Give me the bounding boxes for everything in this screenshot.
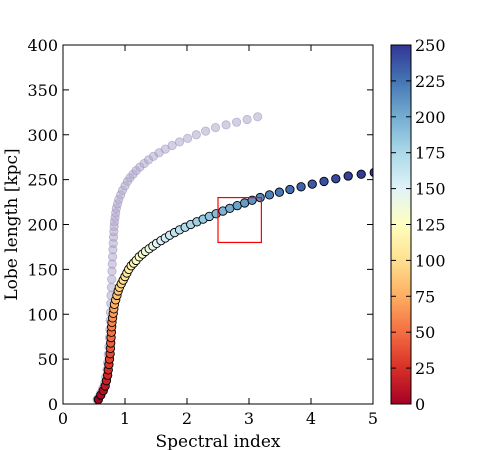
colorbar-tick-label: 100 xyxy=(415,251,446,270)
faded-point xyxy=(107,274,117,284)
x-axis-label: Spectral index xyxy=(156,432,281,450)
y-tick-label: 400 xyxy=(27,36,58,55)
colored-series xyxy=(93,167,373,404)
faded-point xyxy=(174,137,185,147)
y-tick-label: 50 xyxy=(38,350,58,369)
x-tick-label: 0 xyxy=(58,409,68,428)
data-point xyxy=(369,167,373,177)
faded-point xyxy=(242,114,252,125)
colorbar-tick-label: 25 xyxy=(415,359,435,378)
colorbar-tick-label: 50 xyxy=(415,323,435,342)
data-point xyxy=(296,182,306,192)
y-axis-label: Lobe length [kpc] xyxy=(2,148,22,300)
colorbar-tick-label: 0 xyxy=(415,395,425,414)
colorbar-tick-label: 225 xyxy=(415,72,446,91)
x-tick-label: 1 xyxy=(120,409,130,428)
faded-point xyxy=(221,120,231,130)
x-tick-label: 4 xyxy=(306,409,316,428)
colorbar-tick-label: 175 xyxy=(415,144,446,163)
faded-point xyxy=(232,117,242,127)
x-axis: 0 1 2 3 4 5 xyxy=(58,45,378,428)
y-tick-label: 300 xyxy=(27,126,58,145)
faded-point xyxy=(201,126,211,136)
highlight-box xyxy=(217,196,263,244)
faded-point xyxy=(183,133,193,143)
colorbar-tick-label: 75 xyxy=(415,287,435,306)
colorbar-ticks: 0 25 50 75 100 125 150 175 200 225 250 xyxy=(391,36,446,414)
data-point xyxy=(264,190,275,200)
faded-point xyxy=(191,130,201,140)
colorbar-tick-label: 200 xyxy=(415,108,446,127)
x-tick-label: 3 xyxy=(244,409,254,428)
y-tick-label: 250 xyxy=(27,171,58,190)
faded-point xyxy=(167,140,177,151)
colorbar-tick-label: 250 xyxy=(415,36,446,55)
data-point xyxy=(343,171,353,181)
x-tick-label: 2 xyxy=(182,409,192,428)
x-tick-label: 5 xyxy=(368,409,378,428)
y-tick-label: 200 xyxy=(27,216,58,235)
y-tick-label: 150 xyxy=(27,260,58,279)
data-point xyxy=(331,174,341,184)
y-axis: 0 50 100 150 200 250 300 350 400 xyxy=(27,36,373,414)
y-tick-label: 0 xyxy=(48,395,58,414)
colorbar: 0 25 50 75 100 125 150 175 200 225 250 xyxy=(390,36,446,414)
data-point xyxy=(319,176,329,187)
data-point xyxy=(274,187,285,197)
highlight-layer xyxy=(217,196,263,244)
data-point xyxy=(307,179,317,189)
colorbar-tick-label: 150 xyxy=(415,180,446,199)
data-point xyxy=(285,184,295,195)
colorbar-tick-label: 125 xyxy=(415,216,446,235)
data-point xyxy=(356,169,366,179)
faded-point xyxy=(253,112,263,122)
faded-point xyxy=(210,122,221,133)
y-tick-label: 350 xyxy=(27,81,58,100)
y-tick-label: 100 xyxy=(27,305,58,324)
